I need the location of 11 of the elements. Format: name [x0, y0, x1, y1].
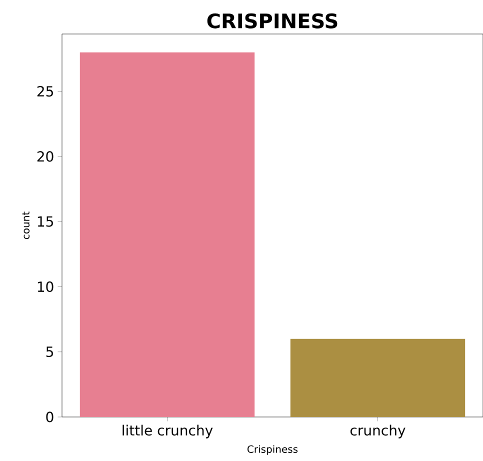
y-tick-label: 25 — [37, 86, 53, 97]
x-tick-label: crunchy — [350, 424, 406, 438]
y-tick-label: 5 — [46, 346, 53, 358]
y-tick-label: 20 — [37, 151, 54, 162]
y-tick-label: 10 — [38, 281, 54, 292]
y-tick-label: 0 — [46, 412, 54, 422]
x-axis-title: Crispiness — [248, 445, 298, 455]
chart-title: CRISPINESS — [207, 13, 338, 28]
y-axis-title: count — [22, 212, 30, 240]
x-tick-label: little crunchy — [122, 424, 213, 438]
y-tick-label: 15 — [38, 216, 53, 227]
